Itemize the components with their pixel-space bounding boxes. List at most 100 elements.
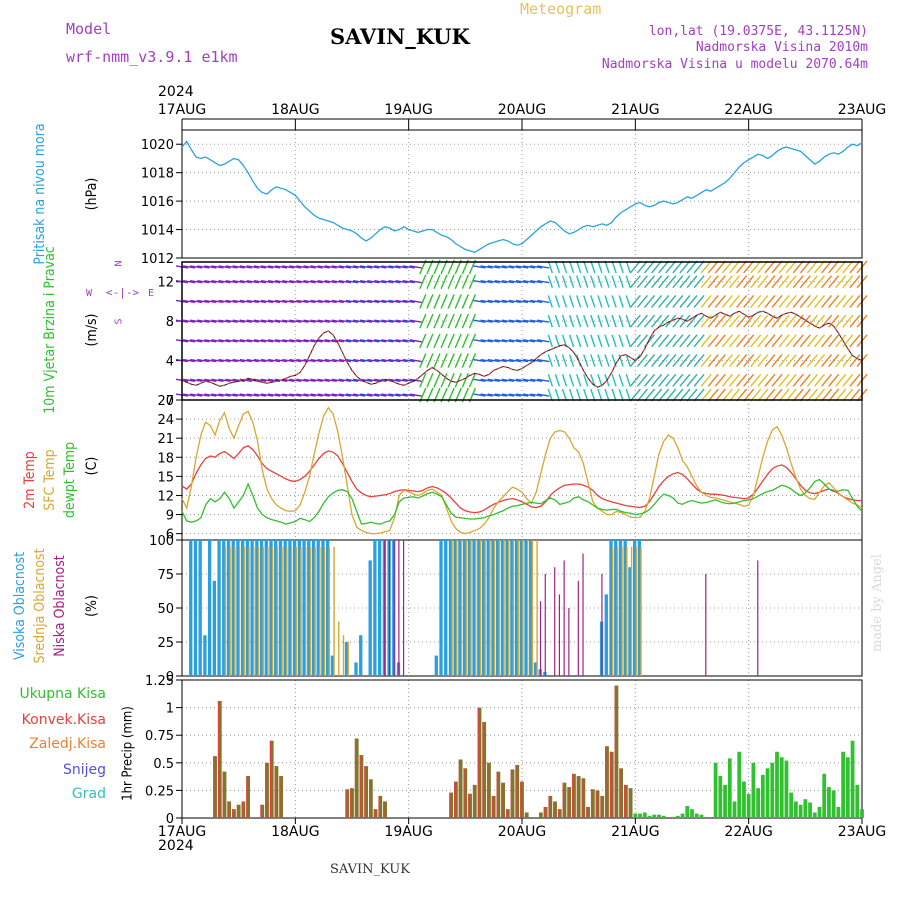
precip-conv-bar	[491, 795, 493, 818]
cloud-low-bar	[393, 540, 395, 676]
cloud-mid-bar	[281, 546, 283, 676]
y-tick-label: 50	[157, 602, 174, 617]
precip-conv-bar	[354, 738, 357, 818]
wind-barb	[473, 280, 486, 284]
wind-barb	[317, 358, 330, 363]
wind-barb	[629, 388, 641, 402]
wind-barb	[522, 265, 536, 269]
wind-barb	[515, 339, 529, 343]
precip-conv-bar	[576, 776, 578, 818]
wind-barb	[835, 334, 847, 348]
wind-barb	[515, 378, 529, 382]
wind-barb	[590, 314, 596, 328]
cloud-high-bar	[477, 540, 481, 676]
wind-barb	[672, 314, 684, 328]
y-tick-label: 18	[157, 451, 174, 466]
precip-bar	[373, 809, 378, 818]
wind-barb	[547, 295, 553, 308]
wind-barb	[239, 393, 252, 397]
wind-barb	[331, 393, 344, 397]
wind-barb	[583, 354, 589, 367]
precip-bar	[222, 771, 227, 818]
wind-barb	[576, 388, 582, 402]
precip-bar	[595, 790, 600, 818]
wind-barb	[693, 388, 705, 402]
precip-conv-bar	[350, 788, 352, 818]
cloud-high-bar	[255, 540, 259, 676]
wind-barb	[190, 393, 203, 397]
precip-bar	[827, 787, 831, 818]
cloud-high-bar	[514, 540, 519, 676]
wind-barb	[317, 299, 330, 304]
wind-barb	[232, 339, 245, 343]
cloud-high-bar	[217, 540, 221, 676]
wind-barb	[487, 378, 500, 382]
wind-barb	[728, 334, 741, 348]
cloud-mid-bar	[460, 540, 463, 676]
cloud-high-bar	[321, 540, 325, 676]
wind-barb	[267, 319, 281, 323]
y-tick-label: 4	[166, 355, 174, 370]
wind-barb	[757, 294, 769, 308]
legend-hail: Grad	[71, 786, 106, 802]
wind-barb	[402, 339, 415, 343]
wind-barb	[530, 319, 543, 323]
wind-barb	[522, 393, 536, 397]
wind-barb	[246, 280, 259, 284]
wind-barb	[338, 393, 352, 397]
wind-barb	[522, 280, 536, 284]
precip-conv-bar	[605, 746, 607, 818]
top-date-label: 23AUG	[838, 102, 887, 118]
precip-conv-bar	[482, 721, 484, 818]
wind-barb	[190, 358, 203, 363]
precip-bar	[359, 755, 364, 818]
wind-barb	[636, 260, 648, 274]
cloud-mid-bar	[503, 540, 505, 676]
precip-bar	[600, 795, 605, 818]
wind-barb	[611, 314, 617, 328]
precip-bar	[265, 762, 269, 818]
wind-barb	[345, 280, 359, 284]
cloud-mid-bar	[451, 540, 453, 676]
wind-barb	[743, 314, 755, 328]
wind-barb	[317, 378, 330, 382]
cloud-mid-bar	[522, 540, 524, 676]
wind-barb	[246, 339, 259, 343]
wind-barb	[568, 374, 575, 387]
precip-bar	[690, 809, 694, 818]
wind-barb	[799, 314, 811, 328]
precip-bar	[836, 806, 841, 818]
y-tick-label: 15	[157, 470, 174, 485]
wind-barb	[743, 275, 755, 289]
wind-barb	[714, 294, 726, 308]
wind-barb	[246, 319, 259, 323]
wind-barb	[590, 354, 596, 367]
cloud-high-bar	[618, 540, 623, 676]
wind-barb	[530, 339, 543, 343]
wind-barb	[828, 354, 840, 368]
wind-barb	[190, 280, 203, 284]
wind-barb	[197, 280, 210, 284]
wind-barb	[345, 319, 359, 323]
wind-barb	[842, 334, 854, 348]
wind-barb	[583, 314, 589, 328]
precip-bar	[553, 801, 557, 818]
wind-barb	[275, 339, 288, 343]
wind-barb	[310, 358, 323, 363]
wind-barb	[395, 319, 408, 323]
wind-barb	[190, 299, 203, 304]
wind-barb	[658, 388, 670, 402]
cloud-mid-bar	[635, 546, 637, 676]
cloud-high-bar	[250, 540, 254, 676]
precip-conv-bar	[501, 782, 503, 818]
wind-barb	[289, 299, 302, 304]
wind-barb	[828, 275, 840, 289]
precip-conv-bar	[562, 782, 564, 818]
precip-bar	[454, 781, 458, 818]
wind-barb	[345, 299, 359, 304]
cloud-mid-bar	[290, 546, 293, 676]
cloud-mid-bar	[616, 546, 619, 676]
wind-barb	[651, 260, 663, 274]
wind-barb	[679, 314, 691, 328]
wind-barb	[629, 334, 641, 348]
